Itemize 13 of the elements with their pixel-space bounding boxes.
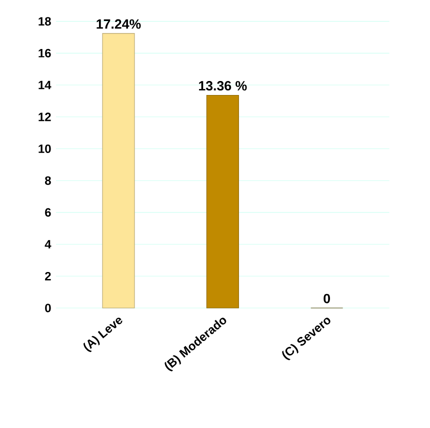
y-tick-label: 10 (38, 144, 51, 153)
y-tick-label: 16 (38, 48, 51, 58)
y-tick-label: 0 (45, 304, 51, 312)
y-tick-label: 8 (44, 176, 51, 185)
y-tick-label: 4 (44, 240, 52, 248)
y-tick-label: 14 (38, 80, 52, 90)
y-tick-label: 6 (45, 208, 51, 217)
y-tick-label: 18 (38, 17, 51, 26)
data-label: 0 (324, 294, 330, 304)
y-tick-label: 2 (45, 272, 51, 280)
y-tick-label: 12 (38, 112, 51, 122)
data-label: 17.24% (96, 19, 141, 29)
data-label: 13.36 % (199, 81, 247, 91)
